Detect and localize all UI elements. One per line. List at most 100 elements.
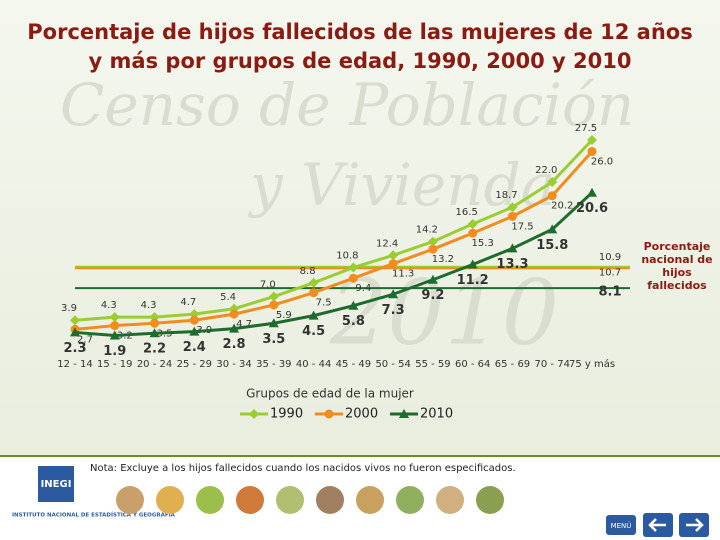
logo-box xyxy=(38,466,74,502)
data-label: 2.3 xyxy=(63,341,86,356)
menu-button-box[interactable] xyxy=(606,515,636,535)
data-label: 7.3 xyxy=(382,303,405,318)
x-tick-label: 30 - 34 xyxy=(216,359,251,370)
x-tick-label: 70 - 74 xyxy=(535,359,570,370)
point xyxy=(229,323,240,333)
point xyxy=(348,273,358,283)
x-tick-label: 40 - 44 xyxy=(296,359,331,370)
point xyxy=(547,224,558,234)
data-label: 4.7 xyxy=(180,297,196,308)
data-label: 4.5 xyxy=(302,324,325,339)
point xyxy=(229,309,239,319)
data-label: 11.3 xyxy=(392,269,414,280)
watermark-text: y Vivienda xyxy=(247,151,555,219)
icon xyxy=(156,486,184,514)
x-tick-label: 35 - 39 xyxy=(256,359,291,370)
icon xyxy=(396,486,424,514)
watermark: Censo de Población y Vivienda 2010 xyxy=(60,71,634,365)
point xyxy=(348,300,359,310)
series-line xyxy=(74,150,594,331)
data-label: 2.7 xyxy=(77,334,93,345)
icon xyxy=(116,486,144,514)
point xyxy=(70,315,80,326)
next-arrow[interactable] xyxy=(686,518,704,532)
icon xyxy=(316,486,344,514)
point xyxy=(268,291,279,302)
watermark-text: Censo de Población xyxy=(60,71,634,139)
data-label: 17.5 xyxy=(511,221,533,232)
point xyxy=(269,300,279,310)
point xyxy=(467,219,478,229)
x-tick-label: 45 - 49 xyxy=(336,359,371,370)
data-label: 12.4 xyxy=(376,238,398,249)
x-tick-label: 75 y más xyxy=(569,358,615,370)
point xyxy=(388,259,398,269)
next-button[interactable] xyxy=(679,513,709,537)
point xyxy=(507,243,518,253)
point xyxy=(308,310,319,320)
data-label: 14.2 xyxy=(416,225,438,236)
data-label: 8.8 xyxy=(300,266,316,277)
point xyxy=(507,202,518,213)
data-label: 26.0 xyxy=(591,156,613,167)
data-label: 20.6 xyxy=(576,201,608,216)
x-tick-label: 60 - 64 xyxy=(455,359,490,370)
x-tick-label: 20 - 24 xyxy=(137,359,172,370)
menu-label[interactable]: MENÚ xyxy=(611,521,632,530)
data-label: 11.2 xyxy=(457,273,489,288)
data-label: 13.2 xyxy=(432,254,454,265)
point xyxy=(547,191,557,201)
point xyxy=(427,274,438,284)
note: Nota: Excluye a los hijos fallecidos cua… xyxy=(90,463,516,474)
point xyxy=(388,250,399,261)
data-label: 5.9 xyxy=(276,310,292,321)
point xyxy=(547,177,558,187)
data-label: 15.8 xyxy=(536,238,568,253)
x-tick-label: 25 - 29 xyxy=(177,359,212,370)
point xyxy=(427,236,438,247)
point xyxy=(348,262,359,273)
data-label: 3.9 xyxy=(61,303,77,314)
point xyxy=(507,211,517,221)
national-label: 8.1 xyxy=(598,285,621,300)
prev-button[interactable] xyxy=(643,513,673,537)
icon xyxy=(436,486,464,514)
footer-rule xyxy=(0,455,720,457)
point xyxy=(149,328,160,338)
prev-arrow[interactable] xyxy=(648,518,666,532)
point xyxy=(587,135,597,145)
national-label: 10.9 xyxy=(599,252,621,263)
legend-marker xyxy=(249,409,259,419)
legend-label: 1990 xyxy=(270,407,303,422)
data-label: 22.0 xyxy=(535,165,557,176)
point xyxy=(308,277,319,288)
data-label: 2.4 xyxy=(183,340,206,355)
data-label: 9.2 xyxy=(421,288,444,303)
point xyxy=(428,244,438,254)
icon xyxy=(356,486,384,514)
x-tick-label: 15 - 19 xyxy=(97,359,132,370)
point xyxy=(109,312,120,323)
icons xyxy=(116,486,504,514)
series-line xyxy=(74,138,594,322)
data-label: 13.3 xyxy=(496,257,528,272)
point xyxy=(70,327,80,337)
icon xyxy=(196,486,224,514)
chart-title: Porcentaje de hijos fallecidos de las mu… xyxy=(27,20,693,73)
logo: INEGI xyxy=(41,479,72,490)
national-label: 10.7 xyxy=(599,267,621,278)
data-label: 5.8 xyxy=(342,314,365,329)
data-label: 4.3 xyxy=(141,300,157,311)
legend-label: 2000 xyxy=(345,407,378,422)
data-label: 15.3 xyxy=(472,238,494,249)
x-tick-label: 50 - 54 xyxy=(375,359,410,370)
legend-marker xyxy=(399,409,409,418)
point xyxy=(587,187,597,197)
data-label: 16.5 xyxy=(456,207,478,218)
menu-button[interactable]: MENÚ xyxy=(606,515,636,535)
point xyxy=(268,318,279,328)
icon xyxy=(236,486,264,514)
point xyxy=(587,146,597,156)
data-label: 5.4 xyxy=(220,292,236,303)
